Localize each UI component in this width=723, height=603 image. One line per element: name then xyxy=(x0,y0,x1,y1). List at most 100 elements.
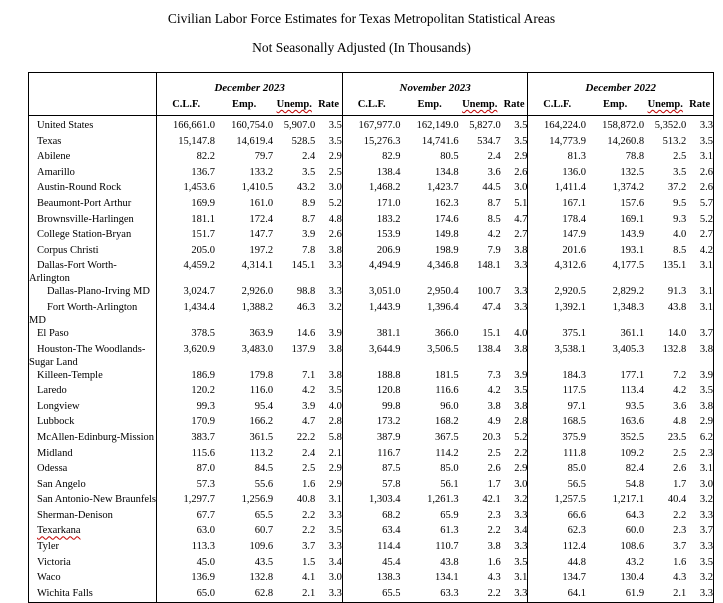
value-cell: 7.2 xyxy=(673,369,687,381)
value-cell: 2.5 xyxy=(487,447,501,459)
table-row: Corpus Christi 205.0 197.2 7.8 3.8 206.9 198.9… xyxy=(29,243,714,260)
value-cell: 2,950.4 xyxy=(427,286,459,298)
value-cell: 3.5 xyxy=(514,120,528,131)
column-header-rate: Rate xyxy=(500,95,528,116)
value-cell: 14,260.8 xyxy=(607,135,645,147)
value-cell: 87.0 xyxy=(156,462,216,478)
value-cell: 3,051.0 xyxy=(341,285,401,301)
value-cell: 2.5 xyxy=(328,166,342,178)
value-cell: 2,829.2 xyxy=(612,286,645,298)
value-cell: 3.3 xyxy=(514,541,528,553)
area-name: Abilene xyxy=(37,151,71,163)
column-header-label: Unemp. xyxy=(647,99,683,110)
value-cell: 2.1 xyxy=(302,587,316,599)
table-row: Houston-The Woodlands- Sugar Land 3,620.9 3… xyxy=(29,342,714,369)
value-cell: 3.7 xyxy=(673,541,687,553)
value-cell: 1,396.4 xyxy=(427,301,459,313)
value-cell: 1.7 xyxy=(487,478,501,490)
value-cell: 111.8 xyxy=(527,446,587,463)
value-cell: 157.6 xyxy=(620,197,645,209)
value-cell: 3.8 xyxy=(487,400,501,412)
value-cell: 3.5 xyxy=(699,135,713,147)
value-cell: 193.1 xyxy=(620,244,645,256)
value-cell: 3.3 xyxy=(328,587,342,599)
area-name: Midland xyxy=(37,447,73,459)
period-label: November 2023 xyxy=(341,72,528,95)
value-cell: 1,297.7 xyxy=(156,493,216,509)
value-cell: 3.4 xyxy=(514,525,528,537)
value-cell: 46.3 xyxy=(296,301,316,313)
value-cell: 115.6 xyxy=(156,446,216,463)
value-cell: 132.5 xyxy=(620,166,645,178)
value-cell: 3.3 xyxy=(328,286,342,298)
value-cell: 15,147.8 xyxy=(156,134,216,151)
area-name-cell: Brownsville-Harlingen xyxy=(29,213,157,229)
value-cell: 57.8 xyxy=(341,477,401,494)
value-cell: 4.7 xyxy=(302,416,316,428)
value-cell: 4.2 xyxy=(302,385,316,397)
value-cell: 68.2 xyxy=(341,508,401,525)
value-cell: 20.3 xyxy=(482,431,501,443)
value-cell: 7.1 xyxy=(302,369,316,381)
period-label: December 2023 xyxy=(156,72,343,95)
value-cell: 178.4 xyxy=(527,212,587,229)
value-cell: 153.9 xyxy=(341,228,401,244)
value-cell: 4.8 xyxy=(673,416,687,428)
value-cell: 3.9 xyxy=(514,369,528,381)
value-cell: 65.0 xyxy=(156,586,216,603)
value-cell: 2.6 xyxy=(699,182,713,194)
value-cell: 93.5 xyxy=(625,400,645,412)
value-cell: 112.4 xyxy=(527,540,587,556)
value-cell: 3.5 xyxy=(673,166,687,178)
value-cell: 113.3 xyxy=(156,540,216,556)
value-cell: 98.8 xyxy=(296,286,316,298)
value-cell: 2.8 xyxy=(328,416,342,428)
value-cell: 1,392.1 xyxy=(527,300,587,327)
value-cell: 43.2 xyxy=(296,182,316,194)
value-cell: 160,754.0 xyxy=(231,120,274,131)
column-header-emp: Emp. xyxy=(215,95,274,116)
value-cell: 64.3 xyxy=(625,509,645,521)
value-cell: 130.4 xyxy=(620,572,645,584)
value-cell: 5,827.0 xyxy=(469,120,501,131)
value-cell: 113.4 xyxy=(620,385,645,397)
value-cell: 120.8 xyxy=(341,384,401,400)
value-cell: 367.5 xyxy=(435,431,459,443)
value-cell: 44.8 xyxy=(527,555,587,572)
area-name: San Angelo xyxy=(37,478,86,490)
column-header-rate: Rate xyxy=(315,95,343,116)
column-header-label: Rate xyxy=(318,99,340,110)
area-name: Lubbock xyxy=(37,416,75,428)
value-cell: 1,443.9 xyxy=(341,300,401,327)
value-cell: 3.0 xyxy=(699,478,713,490)
value-cell: 4.2 xyxy=(699,244,713,256)
value-cell: 3,644.9 xyxy=(341,342,401,369)
value-cell: 4.2 xyxy=(673,385,687,397)
value-cell: 149.8 xyxy=(435,229,459,241)
value-cell: 95.4 xyxy=(254,400,274,412)
value-cell: 65.5 xyxy=(341,586,401,603)
area-name-cell: Dallas-Plano-Irving MD xyxy=(29,285,157,301)
value-cell: 3.3 xyxy=(514,587,528,599)
value-cell: 3.3 xyxy=(699,120,713,131)
value-cell: 151.7 xyxy=(156,228,216,244)
value-cell: 45.0 xyxy=(156,555,216,572)
value-cell: 63.0 xyxy=(156,524,216,541)
table-row: Waco 136.9 132.8 4.1 3.0 138.3 134.1 4.3 3.1 134.… xyxy=(29,571,714,587)
value-cell: 2.2 xyxy=(302,525,316,537)
area-column-header xyxy=(28,72,158,116)
value-cell: 7.3 xyxy=(487,369,501,381)
value-cell: 43.8 xyxy=(440,556,459,568)
value-cell: 3.5 xyxy=(514,556,528,568)
value-cell: 2.6 xyxy=(514,166,528,178)
value-cell: 3,538.1 xyxy=(527,342,587,369)
value-cell: 1.7 xyxy=(673,478,687,490)
value-cell: 2.2 xyxy=(487,525,501,537)
value-cell: 528.5 xyxy=(291,135,316,147)
area-name: Killeen-Temple xyxy=(37,369,103,381)
table-row: Laredo 120.2 116.0 4.2 3.5 120.8 116.6 4.2 3.5 11… xyxy=(29,384,714,400)
value-cell: 166,661.0 xyxy=(156,115,216,135)
area-name: Fort Worth-Arlington MD xyxy=(29,301,138,326)
value-cell: 4.7 xyxy=(514,213,528,225)
value-cell: 4,494.9 xyxy=(341,259,401,286)
